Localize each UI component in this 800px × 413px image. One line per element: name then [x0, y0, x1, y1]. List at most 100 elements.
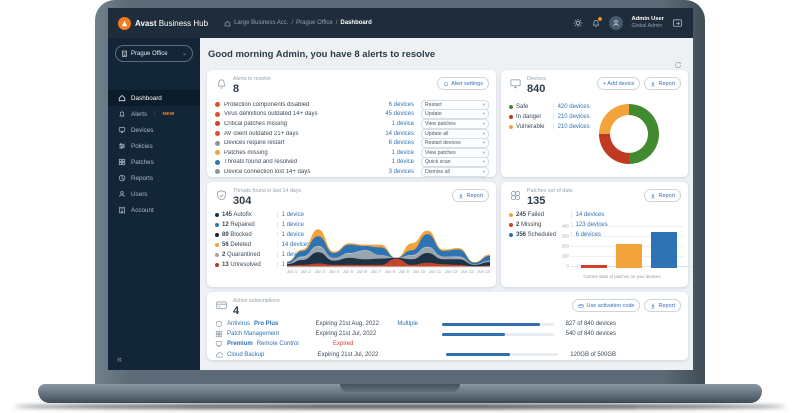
subscription-name-link[interactable]: Cloud Backup [215, 351, 318, 359]
sidebar-item-account[interactable]: Account [108, 202, 200, 218]
virus-icon [215, 111, 220, 117]
devices-report-button[interactable]: Report [644, 77, 681, 90]
x-tick-label: Jun 3 [314, 269, 326, 274]
alert-action-dropdown[interactable]: View patches ▾ [421, 118, 489, 129]
site-selector-label: Prague Office [131, 50, 168, 57]
subscription-name-link[interactable]: Premium Remote Control [215, 340, 333, 348]
alert-action-dropdown[interactable]: Restart devices ▾ [421, 138, 489, 149]
sidebar-item-policies[interactable]: Policies [108, 138, 200, 154]
alert-devices-link[interactable]: 14 devices [385, 130, 414, 137]
legend-devices-link[interactable]: 420 devices [557, 104, 590, 110]
legend-devices-link[interactable]: 6 devices [575, 232, 601, 238]
alert-label: Devices require restart [224, 140, 285, 147]
legend-name: 145 Autofix [222, 212, 252, 218]
breadcrumb-item[interactable]: Prague Office [296, 20, 333, 26]
legend-row: Safe | 420 devices [509, 102, 590, 112]
sidebar-nav: Dashboard Alerts | NEW Devices Policies Patche… [108, 90, 200, 218]
dashboard-screen: Avast Business Hub Large Business Acc. / P… [108, 8, 693, 370]
legend-devices-link[interactable]: 1 device [281, 252, 304, 258]
download-icon [651, 303, 656, 308]
bar-scheduled [651, 232, 677, 268]
remote-control-icon [215, 341, 223, 348]
building-icon [122, 50, 127, 57]
legend-devices-link[interactable]: 210 devices [557, 124, 590, 130]
alert-devices-link[interactable]: 45 devices [385, 111, 414, 118]
sidebar-item-label: Alerts [131, 110, 148, 118]
alert-action-dropdown[interactable]: View patches ▾ [421, 147, 489, 158]
subscription-name-link[interactable]: Antivirus Pro Plus [215, 320, 316, 328]
chevron-down-icon: ▾ [482, 111, 485, 117]
refresh-icon[interactable] [674, 61, 682, 69]
alert-action-dropdown[interactable]: Update ▾ [421, 109, 489, 120]
account-icon [119, 206, 125, 214]
alerts-label: Alerts to resolve [233, 76, 271, 82]
legend-devices-link[interactable]: 123 devices [575, 222, 608, 228]
add-device-button[interactable]: + Add device [596, 77, 641, 90]
critical-patch-icon [215, 121, 220, 127]
alert-devices-link[interactable]: 6 devices [388, 140, 414, 147]
y-tick-label: 400 [561, 223, 569, 229]
subscription-usage-bar [441, 332, 554, 336]
subscriptions-card-header: Active subscriptions 4 [215, 298, 280, 317]
sidebar-item-alerts[interactable]: Alerts | NEW [108, 106, 200, 122]
legend-devices-link[interactable]: 1 device [281, 222, 304, 228]
subscriptions-report-button[interactable]: Report [644, 299, 681, 312]
subscription-name-link[interactable]: Patch Management [215, 330, 316, 338]
download-icon [459, 193, 464, 198]
sidebar-item-reports[interactable]: Reports [108, 170, 200, 186]
sidebar-collapse-button[interactable]: « [117, 354, 123, 364]
alert-label: Threats found and resolved [224, 159, 298, 166]
legend-dot [215, 233, 219, 237]
reports-icon [118, 174, 126, 182]
alert-label: Patches missing [224, 149, 268, 156]
subscription-multiple-link[interactable]: Multiple [397, 321, 419, 328]
page-title: Good morning Admin, you have 8 alerts to… [208, 49, 436, 60]
legend-devices-link[interactable]: 14 devices [575, 212, 605, 218]
sidebar-item-label: Users [131, 190, 148, 198]
alert-row: Device connection lost 14+ days 3 devices… [215, 166, 489, 177]
alert-devices-link[interactable]: 1 device [391, 149, 414, 156]
legend-devices-link[interactable]: 14 devices [281, 242, 311, 248]
alert-action-dropdown[interactable]: Quick scan ▾ [421, 157, 489, 168]
notifications-bell-icon[interactable] [591, 17, 603, 28]
sidebar-item-devices[interactable]: Devices [108, 122, 200, 138]
legend-dot [215, 213, 219, 217]
legend-devices-link[interactable]: 1 device [281, 232, 304, 238]
alerts-card: Alerts to resolve 8 Alert settings Prote… [207, 70, 496, 177]
patches-report-button[interactable]: Report [644, 189, 681, 202]
legend-devices-link[interactable]: 210 devices [557, 114, 590, 120]
patches-icon [510, 190, 521, 201]
alert-action-dropdown[interactable]: Restart ▾ [421, 99, 489, 110]
threats-report-button[interactable]: Report [452, 189, 489, 202]
alert-action-dropdown[interactable]: Dismiss all ▾ [421, 166, 489, 177]
avatar[interactable] [609, 16, 624, 30]
subscription-expiry: Expiring 21st Aug, 2022 [315, 321, 379, 328]
sidebar-item-label: Account [131, 206, 154, 214]
console-switch-icon[interactable] [672, 18, 683, 29]
sidebar-item-dashboard[interactable]: Dashboard [108, 90, 200, 106]
settings-gear-icon[interactable] [573, 18, 583, 28]
alert-devices-link[interactable]: 6 devices [388, 101, 414, 108]
sidebar-item-patches[interactable]: Patches [108, 154, 200, 170]
alert-action-dropdown[interactable]: Update all ▾ [421, 128, 489, 139]
chevron-down-icon: ▾ [482, 130, 485, 136]
patch-management-icon [215, 331, 223, 338]
alert-devices-link[interactable]: 1 device [391, 120, 414, 127]
use-activation-code-button[interactable]: Use activation code [572, 299, 641, 312]
legend-name: Vulnerable [516, 124, 545, 130]
legend-separator: | [553, 124, 555, 130]
site-selector[interactable]: Prague Office ⌄ [115, 45, 193, 62]
breadcrumb-item[interactable]: Large Business Acc. [234, 20, 289, 26]
x-tick-label: Jun 5 [342, 269, 354, 274]
user-info[interactable]: Admin User Global Admin [631, 16, 664, 30]
devices-card-header: Devices 840 [509, 76, 546, 95]
sidebar-item-users[interactable]: Users [108, 186, 200, 202]
legend-devices-link[interactable]: 1 device [281, 212, 304, 218]
alert-devices-link[interactable]: 1 device [391, 159, 414, 166]
subscription-expiry: Expiring 21st Jul, 2022 [315, 331, 377, 338]
alert-settings-button[interactable]: Alert settings [437, 77, 489, 90]
shield-check-icon [215, 159, 220, 165]
alert-devices-link[interactable]: 3 devices [388, 168, 414, 175]
legend-row: 145 Autofix | 1 device [215, 210, 310, 220]
